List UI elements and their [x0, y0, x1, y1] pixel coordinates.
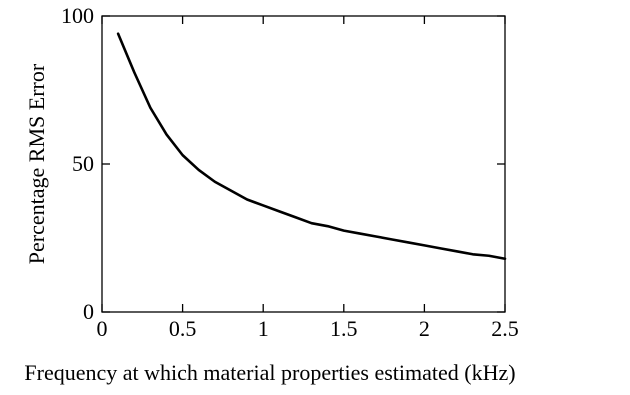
plot-frame: [101, 15, 506, 313]
x-tick-label: 1.5: [330, 316, 358, 341]
x-axis-label: Frequency at which material properties e…: [24, 360, 515, 385]
y-tick-label: 100: [61, 3, 94, 28]
y-axis-label: Percentage RMS Error: [24, 63, 49, 264]
axes: [101, 15, 506, 313]
ticks: 0 0.5 1 1.5 2 2.5 0 50 100: [61, 3, 519, 341]
series-line: [116, 32, 507, 261]
x-tick-label: 0: [97, 316, 108, 341]
x-tick-label: 2.5: [491, 316, 519, 341]
x-tick-label: 2: [419, 316, 430, 341]
y-tick-label: 0: [83, 299, 94, 324]
x-tick-label: 1: [258, 316, 269, 341]
x-tick-label: 0.5: [169, 316, 197, 341]
y-tick-label: 50: [72, 151, 94, 176]
series: [116, 32, 507, 261]
